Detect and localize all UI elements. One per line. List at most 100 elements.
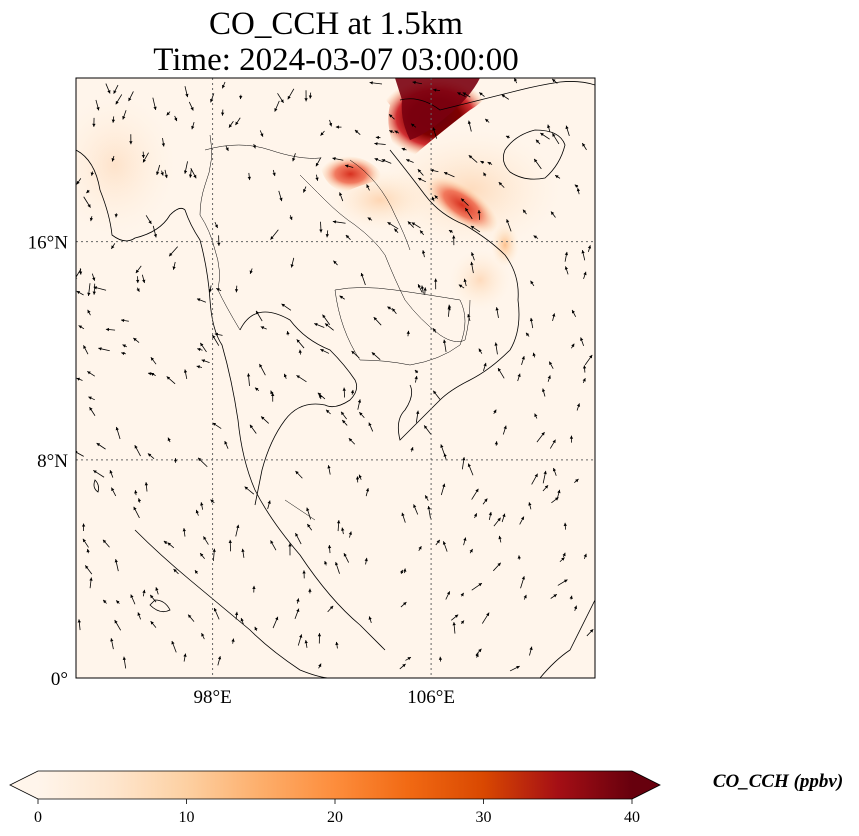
wind-arrow	[531, 473, 538, 485]
wind-arrow	[167, 437, 171, 443]
wind-arrow	[235, 117, 241, 126]
wind-arrow	[464, 207, 473, 220]
wind-arrow	[460, 198, 469, 206]
laos-plume	[320, 156, 381, 192]
wind-arrow	[341, 419, 348, 426]
wind-arrow	[149, 594, 157, 603]
colorbar-label: CO_CCH (ppbv)	[713, 771, 843, 792]
border-malaysia	[284, 499, 316, 521]
wind-arrow	[173, 568, 179, 575]
wind-arrow	[114, 213, 118, 218]
wind-arrow	[322, 314, 331, 325]
wind-arrow	[174, 115, 178, 122]
coastline-borneo	[539, 599, 595, 678]
wind-arrow	[212, 422, 222, 429]
wind-arrow	[452, 235, 456, 246]
wind-arrow	[111, 116, 116, 123]
wind-arrow	[255, 310, 263, 322]
wind-arrow	[360, 272, 366, 286]
wind-arrow	[563, 522, 567, 530]
wind-arrow	[102, 599, 107, 604]
wind-arrow	[391, 308, 397, 315]
wind-arrow	[320, 348, 330, 354]
wind-arrow	[201, 632, 205, 640]
wind-arrow	[137, 498, 142, 503]
wind-arrow	[417, 177, 427, 183]
wind-arrow	[438, 656, 443, 662]
map-subtitle: Time: 2024-03-07 03:00:00	[153, 42, 519, 78]
wind-arrow	[535, 139, 541, 145]
wind-arrow	[359, 411, 365, 419]
wind-arrow	[432, 390, 441, 400]
border-laos-vietnam	[349, 159, 411, 251]
wind-arrow	[217, 656, 222, 666]
wind-arrow	[470, 261, 474, 274]
wind-arrow	[417, 168, 424, 176]
wind-arrow	[168, 246, 178, 257]
wind-arrow	[83, 196, 91, 208]
wind-arrow	[252, 143, 256, 149]
lat-tick-label: 0°	[51, 669, 68, 690]
wind-arrow	[509, 665, 520, 672]
wind-arrow	[145, 215, 152, 225]
coastal-plume-tail	[491, 223, 519, 267]
wind-arrow	[325, 409, 331, 415]
wind-arrow	[481, 612, 490, 624]
wind-arrow	[580, 337, 585, 346]
wind-arrow	[130, 594, 136, 605]
wind-arrow	[389, 130, 395, 134]
wind-arrow	[581, 142, 587, 151]
wind-arrow	[78, 268, 83, 275]
wind-arrow	[467, 463, 474, 476]
wind-arrow	[547, 124, 551, 132]
wind-arrow	[111, 487, 117, 497]
wind-arrow	[324, 560, 328, 566]
wind-arrow	[308, 588, 312, 594]
colorbar-tick-label: 40	[624, 809, 640, 826]
wind-arrow	[480, 160, 485, 164]
wind-arrow	[410, 123, 417, 128]
wind-arrow	[260, 416, 270, 424]
wind-arrow	[467, 313, 471, 322]
wind-arrow	[292, 153, 296, 162]
wind-arrow	[394, 130, 400, 134]
wind-arrow	[199, 552, 205, 559]
gridlines	[76, 78, 595, 678]
wind-arrow	[87, 371, 96, 377]
colorbar-gradient	[38, 771, 632, 799]
wind-arrow	[128, 91, 134, 102]
wind-arrow	[551, 78, 558, 84]
wind-arrow	[442, 339, 447, 353]
wind-arrow	[339, 295, 345, 300]
wind-arrow	[187, 614, 195, 622]
lon-tick-label: 98°E	[193, 687, 231, 708]
wind-arrow	[423, 287, 427, 295]
wind-arrow	[494, 342, 498, 355]
wind-arrow	[173, 458, 178, 463]
wind-arrow	[295, 532, 302, 545]
wind-arrow	[147, 453, 155, 459]
wind-arrow	[471, 488, 479, 500]
wind-arrow	[327, 465, 331, 475]
wind-arrow	[160, 170, 164, 176]
wind-arrow	[111, 155, 115, 162]
wind-arrow	[213, 607, 220, 620]
wind-arrow	[122, 110, 127, 120]
wind-arrow	[403, 568, 407, 574]
wind-arrow	[552, 313, 556, 322]
wind-arrow	[210, 499, 215, 504]
wind-arrow	[405, 656, 412, 661]
wind-arrow	[587, 245, 592, 252]
wind-arrow	[235, 524, 240, 537]
wind-arrow	[234, 611, 239, 620]
wind-arrow	[467, 120, 472, 132]
wind-arrow	[366, 184, 370, 191]
wind-arrow	[137, 612, 142, 620]
wind-arrow	[336, 520, 341, 532]
wind-arrow	[405, 159, 414, 163]
wind-arrow	[342, 387, 346, 398]
wind-arrow	[497, 367, 505, 379]
wind-arrow	[432, 328, 437, 333]
wind-arrow	[194, 569, 199, 574]
wind-arrow	[328, 119, 333, 127]
